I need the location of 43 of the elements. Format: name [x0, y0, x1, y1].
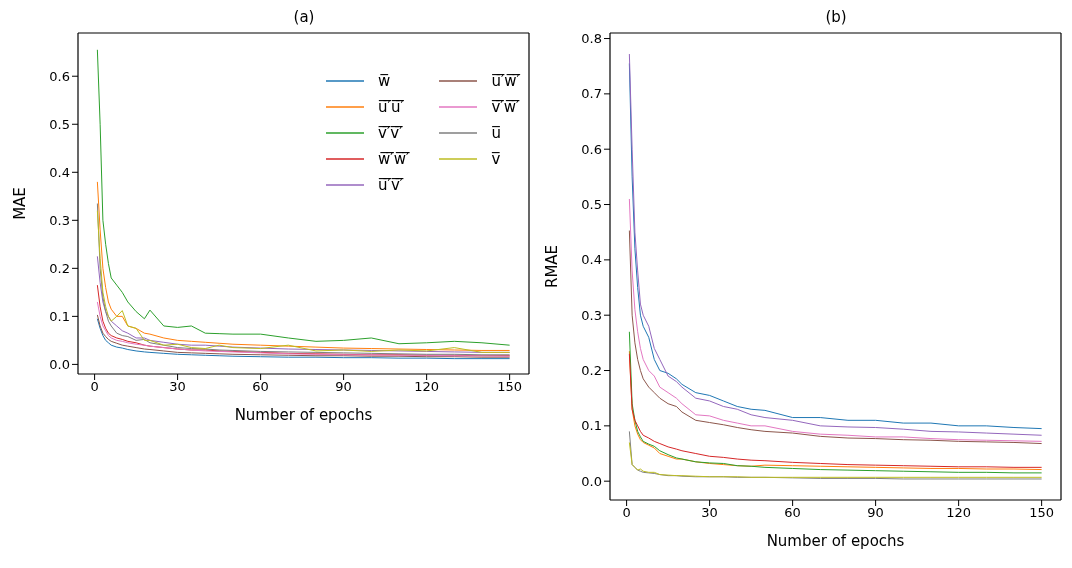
x-tick-label: 150	[497, 379, 523, 395]
legend-label: u̅′̅u̅′̅	[378, 98, 404, 116]
legend-label: v̅′̅v̅′̅	[378, 124, 403, 142]
x-tick-label: 0	[622, 505, 631, 521]
y-tick-label: 0.6	[581, 141, 602, 157]
legend-label: v̅	[491, 150, 501, 168]
chart-title: (b)	[824, 8, 848, 28]
y-tick-label: 0.2	[49, 260, 70, 276]
y-tick-label: 0.4	[581, 252, 602, 268]
legend-label: w̅	[378, 72, 391, 90]
legend-label: u̅	[491, 124, 501, 142]
x-tick-label: 60	[252, 379, 269, 395]
x-tick-label: 90	[867, 505, 884, 521]
y-tick-label: 0.3	[49, 212, 70, 228]
x-tick-label: 60	[784, 505, 801, 521]
y-tick-label: 0.5	[49, 116, 70, 132]
chart-title: (a)	[292, 8, 316, 28]
y-tick-label: 0.6	[49, 68, 70, 84]
y-axis-title: MAE	[11, 187, 30, 220]
y-tick-label: 0.1	[49, 308, 70, 324]
y-tick-label: 0.0	[49, 357, 70, 373]
x-tick-label: 90	[335, 379, 352, 395]
legend-label: u̅′̅v̅′̅	[378, 176, 404, 194]
y-tick-label: 0.8	[581, 31, 602, 47]
y-tick-label: 0.4	[49, 164, 70, 180]
y-tick-label: 0.1	[581, 418, 602, 434]
y-tick-label: 0.3	[581, 307, 602, 323]
y-tick-label: 0.7	[581, 86, 602, 102]
x-axis-title: Number of epochs	[234, 406, 373, 424]
y-tick-label: 0.0	[581, 473, 602, 489]
x-axis-title: Number of epochs	[766, 532, 905, 550]
legend-label: v̅′̅w̅′̅	[491, 98, 520, 116]
x-tick-label: 30	[169, 379, 186, 395]
x-tick-label: 120	[414, 379, 440, 395]
legend-label: u̅′̅w̅′̅	[491, 72, 520, 90]
y-tick-label: 0.5	[581, 197, 602, 213]
y-tick-label: 0.2	[581, 363, 602, 379]
x-tick-label: 0	[90, 379, 99, 395]
y-axis-title: RMAE	[543, 244, 562, 289]
legend-label: w̅′̅w̅′̅	[378, 150, 410, 168]
x-tick-label: 30	[701, 505, 718, 521]
x-tick-label: 120	[946, 505, 972, 521]
x-tick-label: 150	[1029, 505, 1055, 521]
